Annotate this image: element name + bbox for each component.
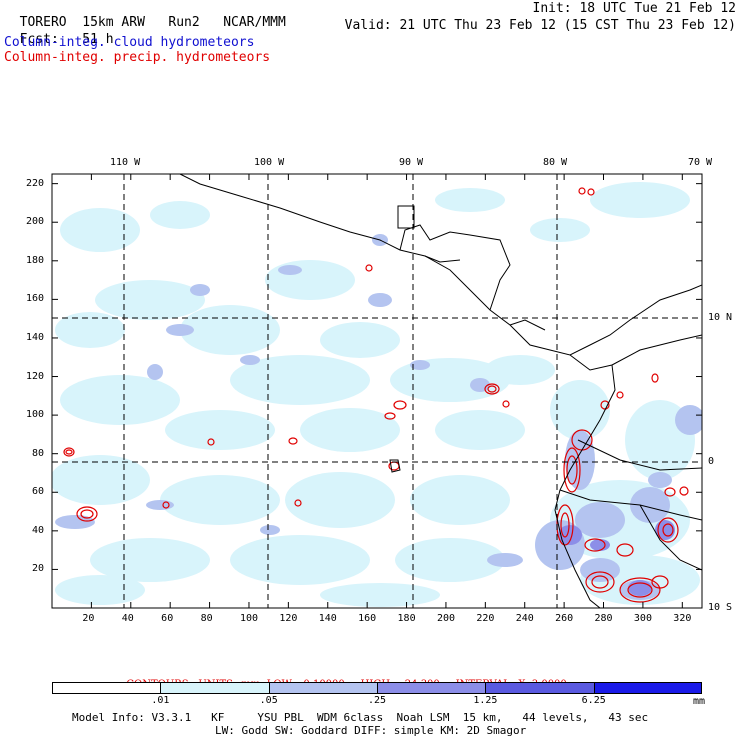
- colorbar-unit: mm: [693, 696, 706, 707]
- y-tick-label: 120: [26, 370, 45, 382]
- y-tick-label: 40: [32, 524, 45, 536]
- x-tick-label: 220: [476, 613, 495, 624]
- colorbar-swatch: [52, 682, 161, 694]
- field-cloud-title: Column-integ. cloud hydrometeors: [4, 35, 255, 50]
- y-tick-label: 20: [32, 563, 45, 575]
- x-tick-label: 120: [279, 613, 298, 624]
- lat-label-10s: 10 S: [708, 602, 733, 613]
- colorbar-level-label: .25: [368, 695, 387, 706]
- lon-label-100w: 100 W: [254, 157, 285, 168]
- y-tick-label: 140: [26, 331, 45, 343]
- x-tick-label: 200: [436, 613, 455, 624]
- x-tick-label: 180: [397, 613, 416, 624]
- model-info: Model Info: V3.3.1 KF YSU PBL WDM 6class…: [72, 711, 649, 724]
- model-name: TORERO: [19, 15, 67, 30]
- y-tick-label: 100: [26, 409, 45, 421]
- y-tick-label: 220: [26, 177, 45, 189]
- model-org: NCAR/MMM: [223, 15, 286, 30]
- graticule: [52, 174, 702, 608]
- lat-label-10n: 10 N: [708, 312, 733, 323]
- colorbar-level-label: .01: [151, 695, 170, 706]
- fcst-value: 51 h: [82, 32, 114, 47]
- colorbar-swatch: [593, 682, 702, 694]
- x-tick-label: 280: [594, 613, 613, 624]
- x-tick-label: 240: [515, 613, 534, 624]
- colorbar-swatch: [160, 682, 269, 694]
- colorbar-swatch: [268, 682, 377, 694]
- forecast-hour: Fcst: 51 h: [4, 19, 114, 47]
- colorbar-level-label: 6.25: [581, 695, 606, 706]
- x-tick-label: 60: [161, 613, 174, 624]
- lon-label-70w: 70 W: [688, 157, 713, 168]
- x-ticks: [90, 174, 683, 608]
- y-tick-label: 80: [32, 447, 45, 459]
- field-precip-title: Column-integ. precip. hydrometeors: [4, 50, 271, 65]
- y-ticks: [52, 183, 702, 570]
- x-tick-label: 100: [239, 613, 259, 624]
- colorbar-level-label: .05: [259, 695, 278, 706]
- map-frame: [51, 173, 703, 609]
- x-tick-label: 160: [358, 613, 377, 624]
- lat-label-0: 0: [708, 456, 715, 467]
- lon-label-110w: 110 W: [110, 157, 141, 168]
- init-time: Init: 18 UTC Tue 21 Feb 12: [532, 1, 737, 16]
- y-tick-label: 180: [26, 254, 45, 266]
- model-run: Run2: [168, 15, 200, 30]
- x-tick-label: 300: [633, 613, 652, 624]
- cloud-field: [52, 174, 702, 608]
- x-tick-label: 40: [121, 613, 134, 624]
- physics-info: LW: Godd SW: Goddard DIFF: simple KM: 2D…: [215, 724, 527, 737]
- lon-label-80w: 80 W: [543, 157, 568, 168]
- y-tick-label: 160: [26, 293, 45, 305]
- x-tick-label: 320: [673, 613, 692, 624]
- model-title: TORERO 15km ARW Run2 NCAR/MMM: [4, 2, 286, 30]
- x-tick-label: 260: [555, 613, 574, 624]
- y-tick-label: 60: [32, 486, 45, 498]
- model-resolution: 15km ARW: [82, 15, 145, 30]
- y-tick-label: 200: [26, 216, 45, 228]
- x-tick-label: 140: [318, 613, 337, 624]
- fcst-label: Fcst:: [19, 32, 59, 47]
- x-tick-label: 80: [200, 613, 213, 624]
- colorbar-swatch: [377, 682, 486, 694]
- colorbar-swatch: [485, 682, 594, 694]
- valid-time: Valid: 21 UTC Thu 23 Feb 12 (15 CST Thu …: [344, 18, 736, 33]
- x-tick-label: 20: [82, 613, 95, 624]
- lon-label-90w: 90 W: [399, 157, 424, 168]
- colorbar-level-label: 1.25: [473, 695, 498, 706]
